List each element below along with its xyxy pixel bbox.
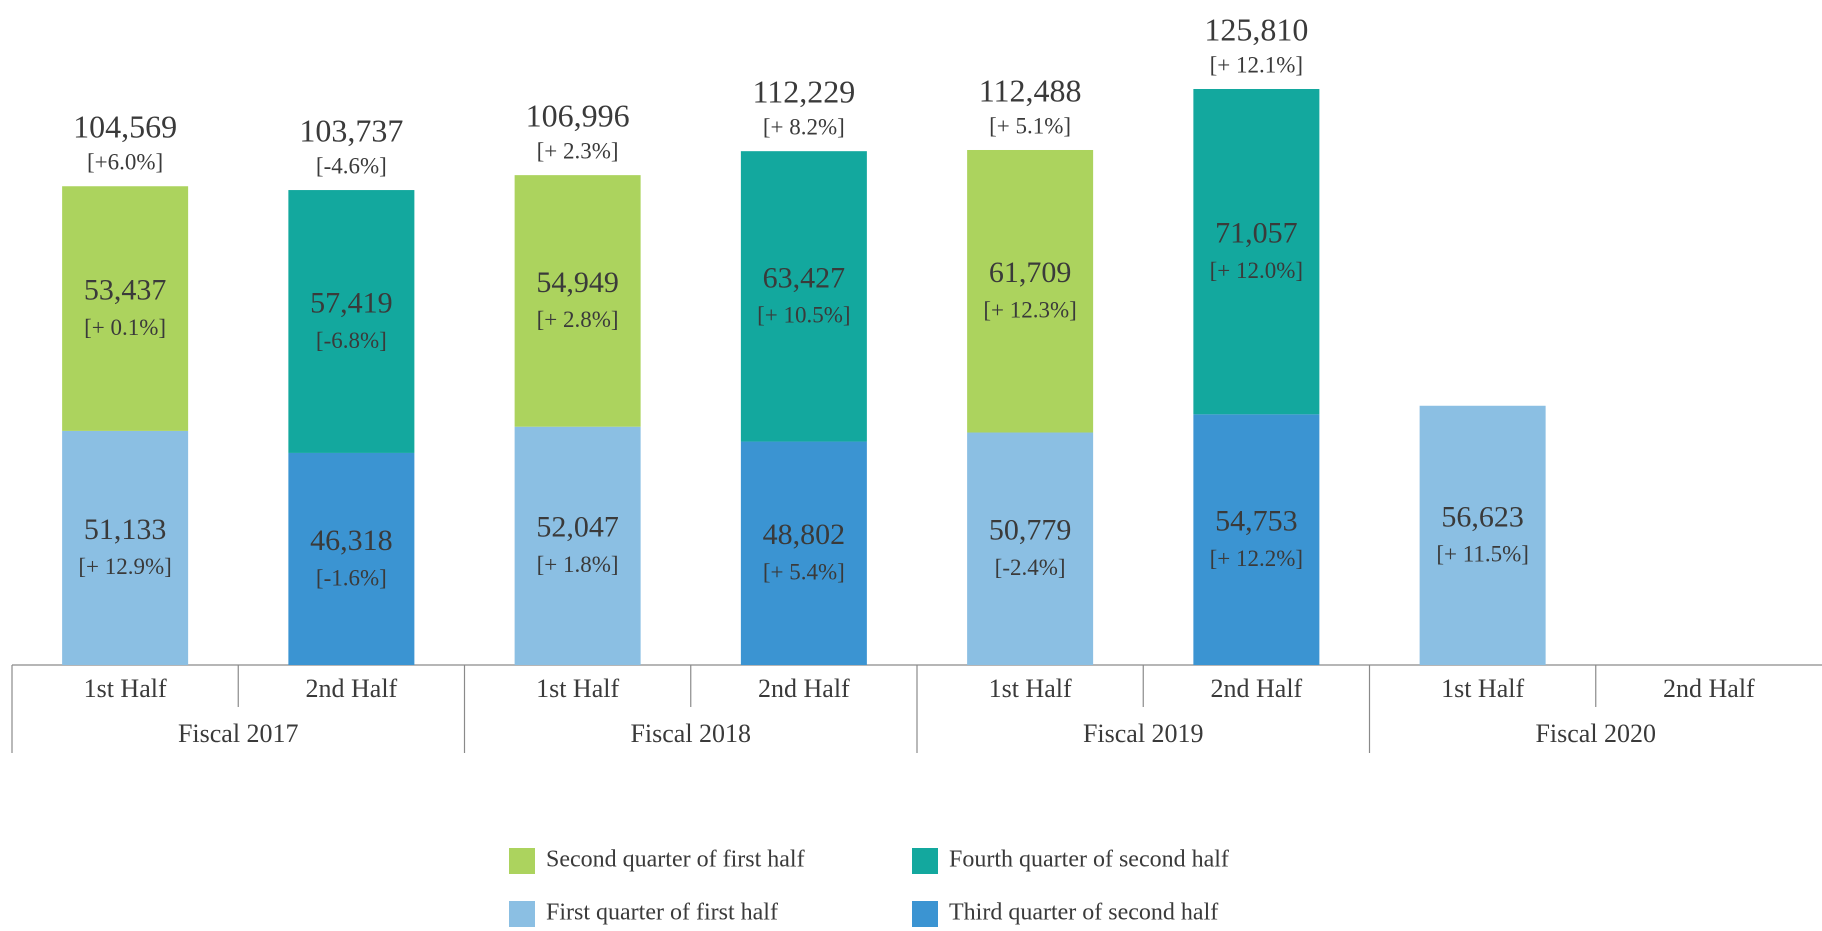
- value-label: 54,949: [536, 266, 619, 299]
- total-label: 112,229: [752, 74, 855, 110]
- legend-swatch: [912, 901, 938, 927]
- bar-segment: [967, 432, 1094, 665]
- x-tick-label: 1st Half: [536, 674, 619, 703]
- legend-label: First quarter of first half: [546, 900, 778, 926]
- total-growth-label: [+ 8.2%]: [763, 114, 845, 139]
- value-label: 52,047: [536, 511, 619, 544]
- value-label: 71,057: [1215, 217, 1298, 250]
- growth-label: [+ 11.5%]: [1436, 542, 1529, 567]
- value-label: 53,437: [84, 273, 167, 306]
- x-tick-label: 2nd Half: [306, 674, 398, 703]
- value-label: 54,753: [1215, 505, 1298, 538]
- x-tick-label: 1st Half: [989, 674, 1072, 703]
- value-label: 51,133: [84, 513, 167, 546]
- x-tick-label: 1st Half: [84, 674, 167, 703]
- bar-segment: [1419, 405, 1546, 665]
- total-growth-label: [+ 5.1%]: [989, 113, 1071, 138]
- bar-segment: [514, 426, 641, 665]
- value-label: 46,318: [310, 524, 393, 557]
- growth-label: [+ 12.2%]: [1210, 546, 1303, 571]
- legend-swatch: [912, 848, 938, 874]
- growth-label: [+ 5.4%]: [763, 560, 845, 585]
- total-growth-label: [+ 2.3%]: [537, 138, 619, 163]
- bar-segment: [288, 190, 415, 453]
- legend-swatch: [509, 848, 535, 874]
- group-label: Fiscal 2018: [630, 719, 751, 748]
- bar-segment: [740, 151, 867, 442]
- bar-segment: [967, 149, 1094, 433]
- x-tick-label: 2nd Half: [758, 674, 850, 703]
- growth-label: [+ 12.3%]: [983, 298, 1076, 323]
- total-growth-label: [+ 12.1%]: [1210, 52, 1303, 77]
- total-label: 104,569: [73, 109, 177, 145]
- value-label: 48,802: [763, 518, 846, 551]
- group-label: Fiscal 2020: [1535, 719, 1656, 748]
- group-label: Fiscal 2019: [1083, 719, 1204, 748]
- bar-segment: [288, 452, 415, 665]
- value-label: 50,779: [989, 514, 1072, 547]
- legend-label: Second quarter of first half: [546, 847, 805, 873]
- growth-label: [-2.4%]: [995, 555, 1066, 580]
- total-label: 125,810: [1204, 11, 1308, 47]
- growth-label: [-6.8%]: [316, 328, 387, 353]
- x-tick-label: 2nd Half: [1211, 674, 1303, 703]
- growth-label: [+ 12.9%]: [78, 554, 171, 579]
- group-label: Fiscal 2017: [178, 719, 299, 748]
- total-label: 106,996: [526, 97, 630, 133]
- total-label: 103,737: [299, 112, 403, 148]
- total-growth-label: [+6.0%]: [87, 150, 163, 175]
- growth-label: [+ 2.8%]: [537, 307, 619, 332]
- value-label: 61,709: [989, 256, 1072, 289]
- legend-swatch: [509, 901, 535, 927]
- growth-label: [+ 10.5%]: [757, 303, 850, 328]
- bar-segment: [1193, 414, 1320, 665]
- growth-label: [+ 0.1%]: [84, 315, 166, 340]
- bar-segment: [740, 441, 867, 665]
- bar-segment: [514, 175, 641, 427]
- x-tick-label: 2nd Half: [1663, 674, 1755, 703]
- bar-segment: [1193, 89, 1320, 415]
- x-tick-label: 1st Half: [1441, 674, 1524, 703]
- value-label: 57,419: [310, 286, 393, 319]
- growth-label: [+ 1.8%]: [537, 552, 619, 577]
- legend-label: Fourth quarter of second half: [949, 847, 1229, 873]
- bar-segment: [62, 430, 189, 665]
- value-label: 63,427: [763, 261, 846, 294]
- growth-label: [-1.6%]: [316, 565, 387, 590]
- total-growth-label: [-4.6%]: [316, 153, 387, 178]
- legend-label: Third quarter of second half: [949, 900, 1218, 926]
- bar-segment: [62, 186, 189, 431]
- growth-label: [+ 12.0%]: [1210, 258, 1303, 283]
- value-label: 56,623: [1441, 500, 1524, 533]
- total-label: 112,488: [979, 72, 1082, 108]
